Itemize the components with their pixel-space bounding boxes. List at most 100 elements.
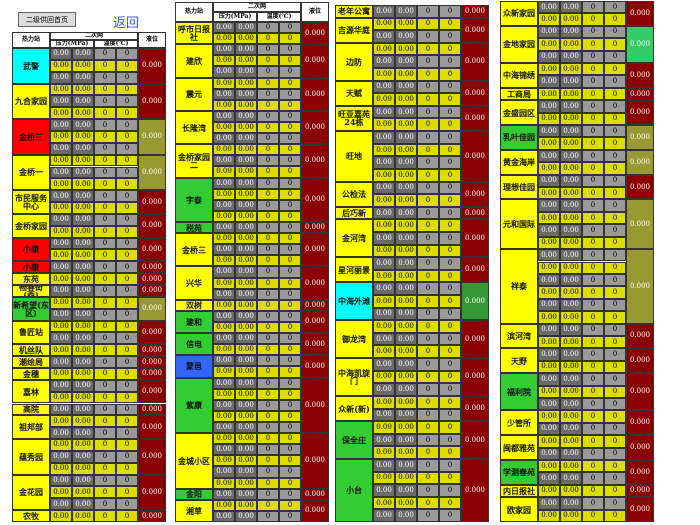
station-name: 东苑 [12,273,50,285]
pressure-value: 0.00 [50,391,72,404]
temperature-value: 0 [582,199,604,212]
temperature-value: 0 [582,50,604,63]
temperature-value: 0 [582,360,604,374]
temperature-value: 0 [279,222,301,234]
pressure-value: 0.00 [538,13,560,26]
level-value: 0.000 [461,320,489,359]
station-name: 金盛园区 [500,100,538,126]
pressure-value: 0.00 [538,397,560,411]
temperature-value: 0 [582,211,604,225]
temperature-value: 0 [116,296,138,309]
level-value: 0.000 [626,87,654,101]
temperature-value: 0 [604,25,626,39]
home-button[interactable]: 二级供回首页 [18,12,76,27]
temperature-value: 0 [417,143,439,157]
back-link[interactable]: 返回 [113,16,140,31]
header-level: 液位 [138,32,166,48]
temperature-value: 0 [439,181,461,195]
pressure-value: 0.00 [373,231,395,245]
temperature-value: 0 [94,178,116,191]
temperature-value: 0 [94,439,116,451]
level-value: 0.000 [461,421,489,459]
pressure-value: 0.00 [72,486,94,499]
temperature-value: 0 [94,285,116,297]
temperature-value: 0 [417,194,439,207]
temperature-value: 0 [257,455,279,467]
pressure-value: 0.00 [72,379,94,392]
station-name: 众新(新) [335,395,373,422]
temperature-value: 0 [417,320,439,333]
pressure-value: 0.00 [50,462,72,475]
pressure-value: 0.00 [213,299,235,311]
temperature-value: 0 [604,75,626,88]
pressure-value: 0.00 [395,320,417,333]
temperature-value: 0 [116,225,138,238]
pressure-value: 0.00 [213,344,235,356]
pressure-value: 0.00 [395,30,417,43]
temperature-value: 0 [257,410,279,422]
station-name: 潮绘局 [12,356,50,368]
pressure-value: 0.00 [235,444,257,456]
temperature-value: 0 [604,137,626,150]
pressure-value: 0.00 [395,383,417,396]
pressure-value: 0.00 [373,345,395,359]
pressure-value: 0.00 [213,55,235,67]
level-value: 0.000 [461,181,489,207]
pressure-value: 0.00 [50,308,72,321]
pressure-value: 0.00 [560,410,582,423]
temperature-value: 0 [94,486,116,499]
temperature-value: 0 [257,510,279,522]
temperature-value: 0 [257,310,279,322]
temperature-value: 0 [417,257,439,270]
temperature-value: 0 [116,510,138,522]
temperature-value: 0 [116,391,138,404]
temperature-value: 0 [439,257,461,270]
station-name: 后巧新 [335,206,373,220]
pressure-value: 0.00 [560,335,582,349]
station-name: 呼市日报社 [175,22,213,45]
temperature-value: 0 [417,421,439,434]
pressure-value: 0.00 [373,395,395,409]
pressure-value: 0.00 [395,433,417,447]
temperature-value: 0 [279,188,301,200]
pressure-value: 0.00 [395,257,417,270]
level-value: 0.000 [461,5,489,18]
pressure-value: 0.00 [538,187,560,200]
temperature-value: 0 [257,166,279,178]
temperature-value: 0 [582,75,604,88]
temperature-value: 0 [94,59,116,72]
pressure-value: 0.00 [50,273,72,285]
station-name: 御龙湾 [335,320,373,359]
level-value: 0.000 [138,356,166,368]
temperature-value: 0 [582,261,604,274]
station-name: 内日报社 [500,484,538,498]
pressure-value: 0.00 [560,224,582,237]
pressure-value: 0.00 [50,154,72,167]
level-value: 0.000 [301,299,329,311]
pressure-value: 0.00 [213,22,235,34]
pressure-value: 0.00 [50,486,72,499]
temperature-value: 0 [604,348,626,361]
pressure-value: 0.00 [72,450,94,463]
station-name: 畅春街(西) [12,285,50,297]
temperature-value: 0 [417,93,439,106]
pressure-value: 0.00 [50,320,72,333]
temperature-value: 0 [94,83,116,96]
pressure-value: 0.00 [213,222,235,234]
temperature-value: 0 [94,107,116,120]
temperature-value: 0 [582,472,604,485]
pressure-value: 0.00 [373,55,395,69]
station-name: 金花园 [12,474,50,511]
station-name: 金桥一 [12,154,50,191]
station-name: 小康 [12,261,50,274]
header-station: 热力站 [175,2,213,22]
temperature-value: 0 [116,261,138,274]
pressure-value: 0.00 [560,112,582,126]
pressure-value: 0.00 [235,166,257,178]
pressure-value: 0.00 [72,95,94,108]
temperature-value: 0 [439,168,461,182]
temperature-value: 0 [279,344,301,356]
pressure-value: 0.00 [213,488,235,500]
temperature-value: 0 [116,142,138,155]
level-value: 0.000 [301,110,329,145]
